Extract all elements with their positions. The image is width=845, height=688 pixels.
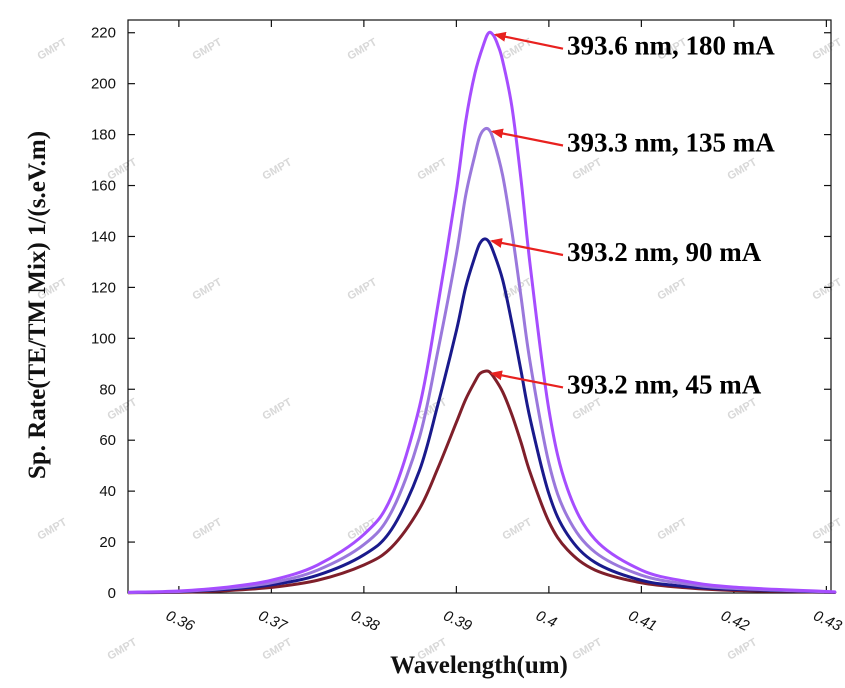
x-axis-title: Wavelength(um)	[390, 652, 568, 679]
watermark-text: GMPT	[346, 36, 380, 62]
watermark-text: GMPT	[726, 156, 760, 182]
y-tick-label: 160	[91, 178, 116, 195]
watermark-text: GMPT	[346, 276, 380, 302]
watermark-text: GMPT	[261, 636, 295, 662]
watermark-text: GMPT	[261, 396, 295, 422]
x-tick-label: 0.37	[256, 607, 290, 635]
watermark-text: GMPT	[191, 276, 225, 302]
annotation-arrow	[490, 238, 564, 257]
y-tick-label: 20	[99, 534, 116, 551]
plot-frame	[127, 19, 832, 594]
annotations: 393.6 nm, 180 mA 393.3 nm, 135 mA 393.2 nm…	[490, 31, 775, 399]
annotation-arrow	[490, 128, 564, 147]
y-tick-label: 0	[108, 585, 116, 602]
watermark-text: GMPT	[726, 636, 760, 662]
watermark-text: GMPT	[811, 36, 845, 62]
y-tick-label: 80	[99, 381, 116, 398]
y-tick-label: 180	[91, 127, 116, 144]
y-axis: 0 20 40 60 80 100 120 140 160 180 200 220	[91, 25, 831, 602]
watermark-text: GMPT	[571, 636, 605, 662]
y-tick-label: 200	[91, 76, 116, 93]
watermark-text: GMPT	[416, 156, 450, 182]
x-tick-label: 0.43	[811, 607, 845, 635]
x-axis: 0.36 0.37 0.38 0.39 0.4 0.41 0.42 0.43	[163, 20, 845, 635]
y-tick-label: 100	[91, 330, 116, 347]
annotation-label: 393.2 nm, 45 mA	[567, 369, 762, 399]
watermark-text: GMPT	[811, 516, 845, 542]
watermark-text: GMPT	[36, 36, 70, 62]
watermark-text: GMPT	[571, 156, 605, 182]
x-tick-label: 0.36	[163, 607, 197, 635]
watermark-text: GMPT	[571, 396, 605, 422]
watermark-text: GMPT	[726, 396, 760, 422]
x-tick-label: 0.42	[718, 607, 752, 635]
watermark-text: GMPT	[191, 516, 225, 542]
series-line-4	[127, 30, 837, 594]
y-tick-label: 40	[99, 483, 116, 500]
watermark-text: GMPT	[261, 156, 295, 182]
watermark-text: GMPT	[346, 516, 380, 542]
watermark-text: GMPT	[106, 396, 140, 422]
y-tick-label: 60	[99, 432, 116, 449]
x-tick-label: 0.38	[348, 607, 382, 635]
series-line-2	[127, 237, 837, 594]
y-axis-title: Sp. Rate(TE/TM Mix) 1/(s.eV.m)	[24, 131, 51, 479]
annotation-label: 393.3 nm, 135 mA	[567, 128, 775, 158]
y-tick-label: 140	[91, 228, 116, 245]
series-lines	[127, 30, 837, 595]
series-line-3	[127, 126, 837, 594]
x-tick-label: 0.41	[626, 607, 660, 635]
x-tick-label: 0.39	[441, 607, 475, 635]
y-tick-label: 120	[91, 279, 116, 296]
watermark-text: GMPT	[36, 516, 70, 542]
annotation-label: 393.6 nm, 180 mA	[567, 31, 775, 61]
annotation-arrow	[490, 370, 564, 389]
watermark-text: GMPT	[656, 276, 690, 302]
series-line-1	[127, 369, 837, 595]
watermark-text: GMPT	[191, 36, 225, 62]
x-tick-label: 0.4	[533, 607, 559, 631]
watermark-text: GMPT	[656, 516, 690, 542]
annotation-label: 393.2 nm, 90 mA	[567, 237, 762, 267]
y-tick-label: 220	[91, 25, 116, 42]
watermark-text: GMPT	[811, 276, 845, 302]
annotation-arrow	[493, 31, 564, 50]
watermark-text: GMPT	[501, 516, 535, 542]
watermark-text: GMPT	[106, 636, 140, 662]
